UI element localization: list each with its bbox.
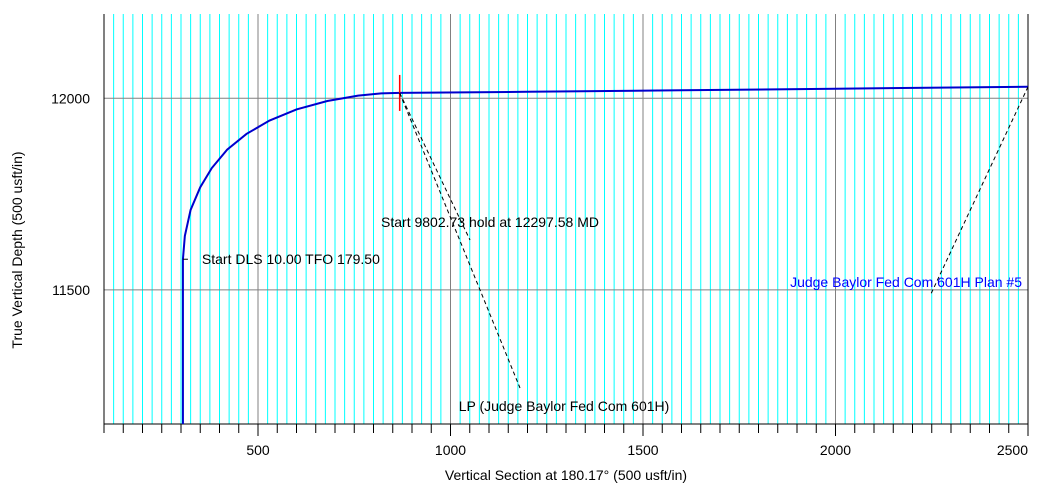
annotation-lp: LP (Judge Baylor Fed Com 601H) — [459, 398, 670, 414]
grid — [103, 14, 1029, 424]
series-layer — [181, 85, 1029, 424]
y-tick-label: 11500 — [52, 282, 90, 298]
x-tick-label: 1000 — [435, 442, 466, 458]
axes: 500 1000 1500 2000 2500 11500 12000 — [51, 14, 1029, 458]
x-tick-label: 500 — [246, 442, 270, 458]
x-tick-label: 2500 — [997, 442, 1028, 458]
annotation-leader — [929, 86, 1029, 297]
x-tick-label: 1500 — [627, 442, 658, 458]
annotation-plan-label: Judge Baylor Fed Com 601H Plan #5 — [790, 274, 1022, 290]
annotation-start-hold: Start 9802.73 hold at 12297.58 MD — [381, 214, 599, 230]
y-axis-label: True Vertical Depth (500 usft/in) — [9, 151, 25, 348]
annotation-start-dls: Start DLS 10.00 TFO 179.50 — [202, 251, 380, 267]
annotation-leader — [399, 92, 471, 241]
series-line — [181, 85, 1029, 424]
x-axis-label: Vertical Section at 180.17° (500 usft/in… — [445, 467, 687, 483]
annotations-layer: Start DLS 10.00 TFO 179.50 Start 9802.73 … — [182, 74, 1029, 414]
x-tick-label: 2000 — [820, 442, 851, 458]
y-tick-label: 12000 — [51, 90, 90, 106]
